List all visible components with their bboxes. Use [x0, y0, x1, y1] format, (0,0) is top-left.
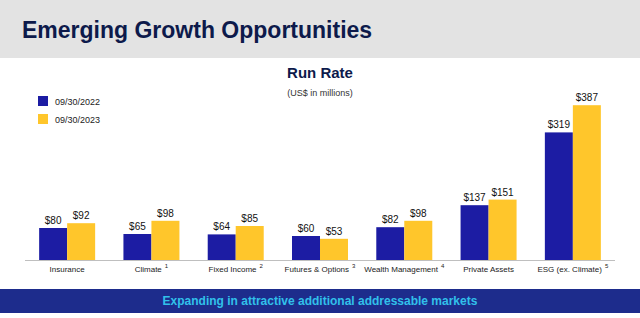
- data-label: $82: [382, 214, 399, 225]
- bar: [123, 234, 151, 260]
- bar: [545, 132, 573, 260]
- footnote-mark: 2: [260, 263, 264, 269]
- data-label: $98: [410, 208, 427, 219]
- category-label: Fixed Income2: [209, 263, 264, 274]
- bar: [236, 226, 264, 260]
- legend-swatch: [38, 96, 48, 106]
- category-label: Climate1: [135, 263, 169, 274]
- category-text: Fixed Income: [209, 265, 258, 274]
- legend-swatch: [38, 114, 48, 124]
- category-text: Climate: [135, 265, 163, 274]
- category-text: Private Assets: [463, 265, 514, 274]
- data-label: $85: [241, 213, 258, 224]
- header-band: [0, 0, 640, 58]
- footnote-mark: 4: [441, 263, 445, 269]
- legend-label: 09/30/2022: [55, 97, 100, 107]
- legend: 09/30/2022 09/30/2023: [38, 96, 100, 125]
- category-text: Futures & Options: [285, 265, 349, 274]
- header: Emerging Growth Opportunities: [22, 17, 372, 43]
- data-label: $92: [73, 210, 90, 221]
- bar: [461, 205, 489, 260]
- bar: [320, 239, 348, 260]
- data-label: $53: [326, 226, 343, 237]
- bar: [208, 234, 236, 260]
- data-label: $319: [548, 119, 571, 130]
- category-label: Futures & Options3: [285, 263, 356, 274]
- bar: [151, 221, 179, 260]
- category-label: ESG (ex. Climate)5: [537, 263, 608, 274]
- footer: Expanding in attractive additional addre…: [163, 294, 478, 308]
- baseline: [25, 260, 615, 261]
- chart: Emerging Growth Opportunities Run Rate (US…: [0, 0, 640, 318]
- footnote-mark: 3: [352, 263, 356, 269]
- bar: [404, 221, 432, 260]
- bar: [489, 200, 517, 260]
- bar: [376, 227, 404, 260]
- bar: [67, 223, 95, 260]
- bar: [573, 105, 601, 260]
- title: Run Rate: [287, 64, 353, 81]
- category-label: Private Assets: [463, 265, 514, 274]
- data-label: $387: [576, 92, 599, 103]
- data-label: $98: [157, 208, 174, 219]
- category-text: Wealth Management: [364, 265, 438, 274]
- category-text: ESG (ex. Climate): [537, 265, 602, 274]
- data-label: $80: [45, 215, 62, 226]
- labels: $80 $92 Insurance $65 $98 Climate1 $64 $85 Fixed…: [45, 92, 609, 274]
- bar: [39, 228, 67, 260]
- footnote-mark: 1: [165, 263, 169, 269]
- data-label: $151: [491, 187, 514, 198]
- data-label: $64: [213, 221, 230, 232]
- subtitle: (US$ in millions): [287, 88, 353, 98]
- bar: [292, 236, 320, 260]
- data-label: $65: [129, 221, 146, 232]
- category-label: Wealth Management4: [364, 263, 445, 274]
- footer-band: [0, 289, 640, 313]
- footnote-mark: 5: [605, 263, 609, 269]
- category-text: Insurance: [50, 265, 86, 274]
- legend-label: 09/30/2023: [55, 115, 100, 125]
- data-label: $137: [463, 192, 486, 203]
- data-label: $60: [298, 223, 315, 234]
- bars: [39, 105, 601, 260]
- category-label: Insurance: [50, 265, 86, 274]
